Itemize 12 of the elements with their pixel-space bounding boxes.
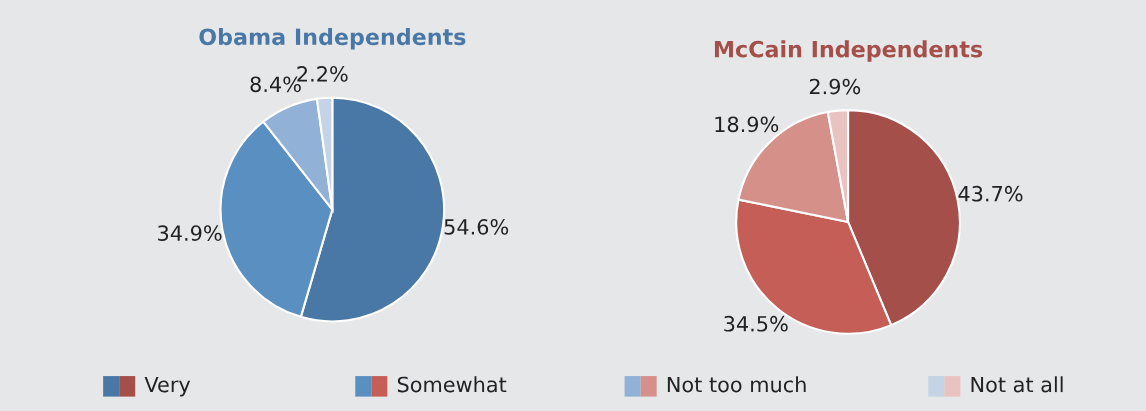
legend-label: Not at all [971, 376, 1063, 393]
legend-label: Not too much [667, 376, 806, 393]
data-label: 34.9% [158, 225, 222, 241]
chart-title: Obama Independents [199, 27, 466, 50]
data-label: 43.7% [958, 185, 1023, 202]
data-label: 34.5% [724, 315, 788, 332]
data-label: 54.6% [444, 218, 509, 235]
legend-label: Very [144, 376, 191, 397]
data-label: 18.9% [715, 116, 779, 133]
chart-title: McCain Independents [714, 40, 983, 62]
legend-label: Somewhat [397, 376, 507, 393]
data-label: 2.9% [809, 78, 861, 95]
